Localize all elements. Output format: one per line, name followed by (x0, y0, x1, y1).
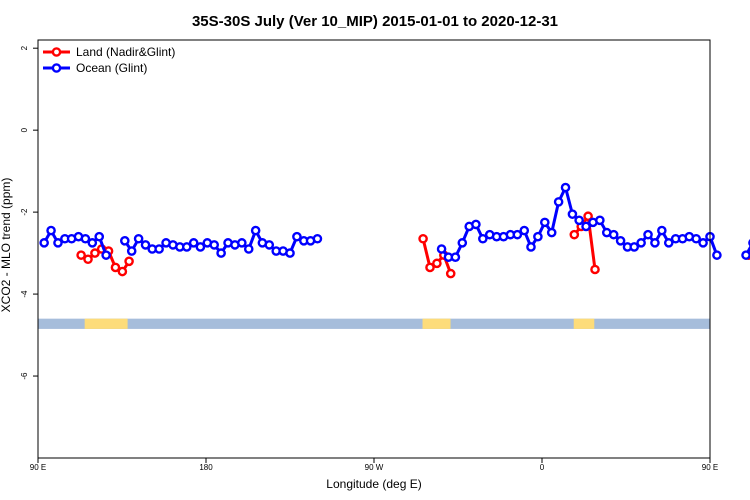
data-point (76, 250, 86, 260)
data-point (94, 231, 105, 242)
data-point (126, 246, 137, 256)
data-point (445, 268, 456, 279)
data-point (608, 229, 619, 240)
x-tick-label: 180 (199, 463, 213, 472)
series-1 (39, 182, 750, 262)
data-point (117, 266, 128, 277)
basemap-ocean (38, 318, 710, 329)
x-axis: 90 E 180 90 W 0 90 E (30, 458, 718, 472)
data-point (540, 217, 550, 228)
x-tick-label: 0 (540, 463, 545, 472)
data-point (595, 215, 605, 226)
y-tick-label: 2 (20, 45, 29, 50)
data-point (553, 197, 564, 207)
data-point (712, 250, 722, 260)
legend: Land (Nadir&Glint) Ocean (Glint) (43, 45, 175, 75)
data-point (590, 264, 600, 275)
data-point (90, 248, 100, 258)
data-point (636, 238, 646, 248)
data-point (691, 233, 701, 244)
data-point (140, 240, 151, 250)
basemap-land (573, 318, 595, 329)
data-point (101, 250, 111, 260)
series-0 (76, 211, 750, 279)
data-point (195, 242, 206, 252)
data-point (285, 248, 295, 258)
legend-label: Ocean (Glint) (76, 61, 147, 75)
data-point (425, 262, 435, 273)
legend-marker (51, 47, 62, 57)
data-point (216, 248, 226, 258)
y-tick-label: -2 (20, 208, 29, 216)
data-point (698, 238, 708, 248)
data-point (83, 254, 93, 265)
y-axis-label: XCO2 - MLO trend (ppm) (0, 178, 13, 313)
data-point (471, 219, 481, 230)
y-tick-label: -6 (20, 372, 29, 380)
data-point (120, 236, 130, 246)
data-point (663, 238, 674, 248)
data-point (450, 252, 461, 262)
data-point (478, 233, 488, 244)
data-point (643, 229, 653, 240)
data-point (133, 233, 144, 244)
data-point (569, 229, 580, 240)
y-tick-label: -4 (20, 290, 29, 298)
data-point (80, 233, 91, 244)
y-tick-label: 0 (20, 127, 29, 132)
legend-marker (51, 63, 62, 73)
data-point (188, 238, 199, 248)
data-point (457, 238, 468, 248)
basemap-land (84, 318, 128, 329)
series-line (573, 214, 597, 270)
y-axis: 2 0 -2 -4 -6 (20, 45, 38, 380)
legend-label: Land (Nadir&Glint) (76, 45, 175, 59)
plot-frame (37, 39, 711, 459)
data-point (87, 238, 98, 248)
data-point (650, 238, 660, 248)
data-point (546, 227, 557, 238)
data-point (292, 231, 302, 242)
x-axis-label: Longitude (deg E) (326, 477, 421, 491)
data-point (533, 231, 543, 242)
data-point (264, 240, 275, 250)
data-point (181, 242, 192, 252)
data-point (741, 250, 750, 260)
data-point (250, 225, 261, 236)
x-tick-label: 90 W (365, 463, 384, 472)
chart-title: 35S-30S July (Ver 10_MIP) 2015-01-01 to … (192, 13, 558, 30)
data-point (519, 225, 530, 236)
data-point (432, 258, 442, 269)
data-point (657, 225, 667, 236)
data-point (615, 236, 626, 246)
series-layer (39, 182, 750, 279)
data-point (512, 229, 523, 240)
data-point (46, 225, 56, 236)
data-point (53, 238, 63, 248)
x-tick-label: 90 E (702, 463, 718, 472)
data-point (124, 256, 134, 267)
data-point (243, 244, 254, 254)
data-point (110, 262, 121, 273)
data-point (526, 242, 536, 252)
data-point (154, 244, 164, 254)
basemap-land (422, 318, 451, 329)
data-point (237, 238, 247, 248)
x-tick-label: 90 E (30, 463, 46, 472)
data-point (629, 242, 640, 252)
data-point (581, 221, 591, 232)
data-point (312, 233, 323, 244)
data-point (436, 244, 447, 254)
data-point (574, 215, 584, 226)
basemap-strip (38, 318, 710, 329)
data-point (560, 182, 571, 193)
data-point (567, 209, 578, 219)
data-point (209, 240, 220, 250)
data-point (583, 211, 593, 222)
data-point (39, 238, 49, 248)
data-point (418, 233, 428, 244)
